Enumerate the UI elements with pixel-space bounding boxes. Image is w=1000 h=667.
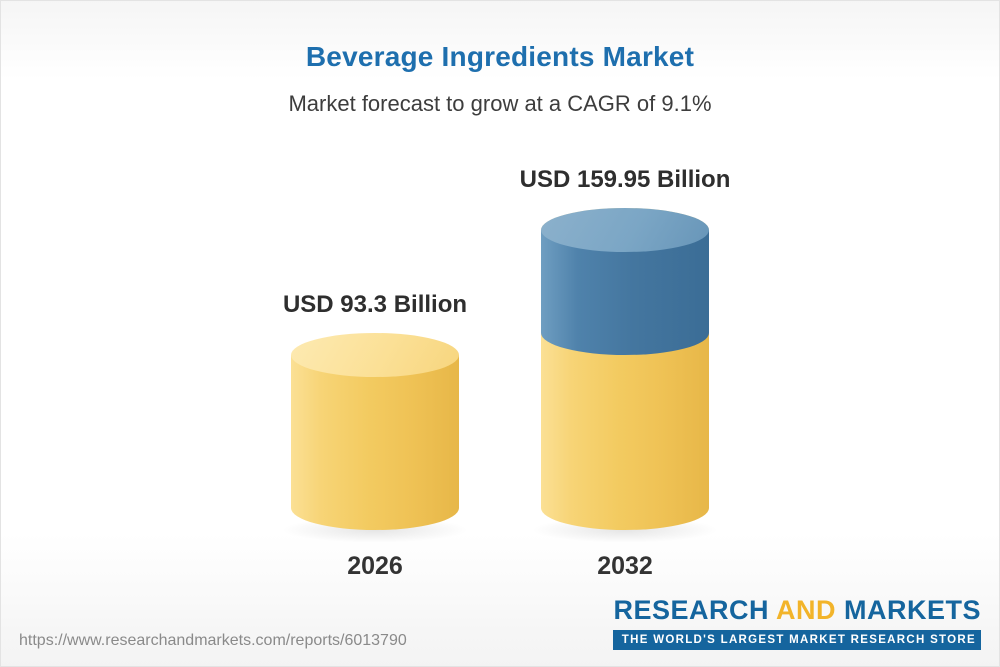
cylinder-bar-2032 [524,208,726,544]
chart-subtitle: Market forecast to grow at a CAGR of 9.1… [288,91,712,116]
research-and-markets-logo: RESEARCH AND MARKETS THE WORLD'S LARGEST… [613,595,981,650]
logo-wordmark: RESEARCH AND MARKETS [613,595,981,626]
logo-word-and: AND [775,595,836,625]
chart-header: Beverage Ingredients Market Market forec… [1,1,999,117]
report-url-link[interactable]: https://www.researchandmarkets.com/repor… [19,632,407,649]
chart-title: Beverage Ingredients Market [305,41,695,72]
cylinder-growth-segment-2032 [541,208,709,356]
year-label-2032: 2032 [597,552,653,580]
value-label-2026: USD 93.3 Billion [282,291,468,319]
value-label-2032: USD 159.95 Billion [519,166,731,194]
year-label-2026: 2026 [347,552,403,580]
cylinder-bar-2026 [274,333,476,544]
cylinder-top-ellipse-2026 [291,333,459,378]
cylinder-top-ellipse-2032-growth [541,208,709,253]
cylinder-shadow-2026 [274,516,476,544]
bar-column-2032: USD 159.95 Billion 2032 [500,166,750,581]
logo-word-markets: MARKETS [844,595,981,625]
chart-area: USD 93.3 Billion 2026 USD 159.95 Billion… [1,141,999,581]
logo-word-research: RESEARCH [613,595,769,625]
footer: https://www.researchandmarkets.com/repor… [1,595,999,666]
bar-column-2026: USD 93.3 Billion 2026 [250,291,500,581]
cylinder-shadow-2032 [524,516,726,544]
logo-tagline: THE WORLD'S LARGEST MARKET RESEARCH STOR… [613,630,981,650]
